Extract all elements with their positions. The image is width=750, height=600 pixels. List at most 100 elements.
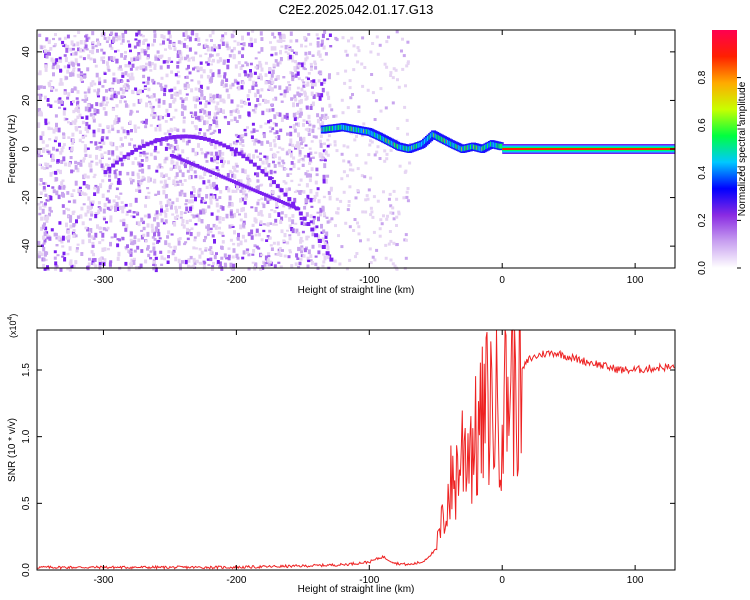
spectrogram-cell: [37, 93, 41, 96]
spectrogram-cell: [304, 83, 308, 87]
spectrogram-cell: [333, 140, 337, 144]
spectrogram-cell: [138, 54, 142, 60]
spectrogram-cell: [182, 42, 186, 48]
spectrogram-cell: [149, 257, 153, 260]
spectrogram-cell: [209, 132, 213, 135]
spectrogram-cell: [216, 209, 220, 213]
spectrogram-cell: [127, 266, 131, 272]
spectrogram-cell: [249, 72, 253, 78]
spectrogram-cell: [165, 108, 169, 113]
spectrogram-cell: [354, 53, 358, 57]
spectrogram-cell: [87, 36, 91, 40]
spectrogram-cell: [385, 40, 389, 44]
spectrogram-cell: [138, 89, 142, 94]
spectrogram-cell: [233, 79, 237, 84]
spectrogram-cell: [175, 208, 178, 214]
spectrogram-cell: [126, 40, 130, 43]
spectrogram-cell: [147, 213, 151, 219]
spectrogram-cell: [140, 229, 144, 232]
spectrogram-cell: [147, 178, 151, 183]
spectrogram-cell: [76, 215, 80, 219]
spectrogram-cell: [242, 207, 245, 212]
spectrogram-cell: [71, 211, 75, 215]
spectrogram-cell: [94, 214, 98, 219]
spectrogram-cell: [52, 146, 55, 151]
spectrogram-cell: [135, 221, 139, 225]
spectrogram-cell: [38, 149, 41, 154]
spectrogram-cell: [404, 238, 408, 242]
spectrogram-cell: [259, 220, 263, 225]
spectrogram-cell: [53, 256, 57, 260]
spectrogram-cell: [326, 91, 330, 96]
spectrogram-cell: [341, 111, 345, 115]
spectrogram-cell: [405, 64, 409, 68]
spectrogram-cell: [125, 224, 129, 229]
spectrogram-cell: [260, 169, 265, 174]
spectrogram-cell: [204, 235, 208, 239]
spectrogram-cell: [126, 171, 130, 176]
spectrogram-cell: [119, 151, 123, 156]
spectrogram-cell: [133, 257, 136, 261]
spectrogram-cell: [151, 236, 155, 239]
spectrogram-cell: [130, 258, 134, 262]
spectrogram-cell: [311, 156, 315, 159]
spectrogram-cell: [209, 184, 213, 189]
spectrogram-cell: [178, 169, 182, 173]
spectrogram-cell: [183, 163, 187, 167]
spectrogram-cell: [272, 223, 276, 226]
spectrogram-cell: [322, 80, 326, 84]
spectrogram-cell: [168, 44, 171, 49]
spectrogram-cell: [116, 256, 120, 261]
spectrogram-cell: [301, 230, 305, 234]
spectrogram-cell: [288, 234, 292, 237]
spectrogram-cell: [127, 249, 130, 253]
spectrogram-cell: [254, 262, 258, 267]
spectrogram-cell: [206, 46, 210, 52]
spectrogram-cell: [44, 251, 47, 256]
spectrogram-cell: [148, 100, 152, 103]
spectrogram-cell: [243, 70, 247, 74]
spectrogram-cell: [322, 174, 326, 178]
spectrogram-cell: [205, 194, 209, 199]
spectrogram-cell: [200, 74, 204, 79]
spectrogram-cell: [71, 88, 74, 92]
spectrogram-cell: [341, 36, 345, 40]
spectrogram-cell: [109, 97, 113, 100]
spectrogram-cell: [197, 43, 201, 46]
spectrogram-cell: [147, 195, 151, 199]
spectrogram-cell: [61, 204, 65, 208]
spectrogram-cell: [78, 130, 82, 134]
spectrogram-cell: [233, 212, 237, 218]
spectrogram-cell: [221, 240, 225, 244]
spectrogram-cell: [57, 237, 61, 241]
spectrogram-cell: [306, 256, 310, 262]
spectrogram-cell: [205, 185, 209, 189]
spectrogram-cell: [307, 77, 310, 81]
spectrogram-cell: [217, 69, 221, 75]
spectrogram-cell: [47, 103, 51, 107]
spectrogram-cell: [81, 98, 85, 102]
spectrogram-cell: [176, 156, 181, 160]
spectrogram-cell: [248, 89, 252, 94]
spectrogram-cell: [209, 53, 212, 58]
spectrogram-cell: [46, 150, 50, 153]
spectrogram-cell: [90, 235, 94, 239]
spectrogram-cell: [317, 239, 322, 243]
spectrogram-cell: [232, 165, 235, 169]
spectrogram-cell: [361, 210, 365, 214]
spectrogram-cell: [225, 41, 229, 46]
spectrogram-cell: [286, 229, 289, 232]
spectrogram-cell: [156, 124, 160, 127]
spectrogram-cell: [84, 193, 88, 196]
spectrogram-cell: [279, 188, 284, 193]
spectrogram-cell: [198, 119, 202, 122]
spectrogram-cell: [44, 64, 47, 68]
spectrogram-cell: [83, 75, 86, 79]
spectrogram-cell: [232, 53, 236, 59]
spectrogram-cell: [51, 186, 55, 189]
spectrogram-cell: [290, 72, 294, 76]
spectrogram-cell: [215, 198, 219, 202]
spectrogram-cell: [314, 135, 318, 139]
spectrogram-cell: [82, 181, 86, 186]
spectrogram-cell: [267, 163, 271, 168]
